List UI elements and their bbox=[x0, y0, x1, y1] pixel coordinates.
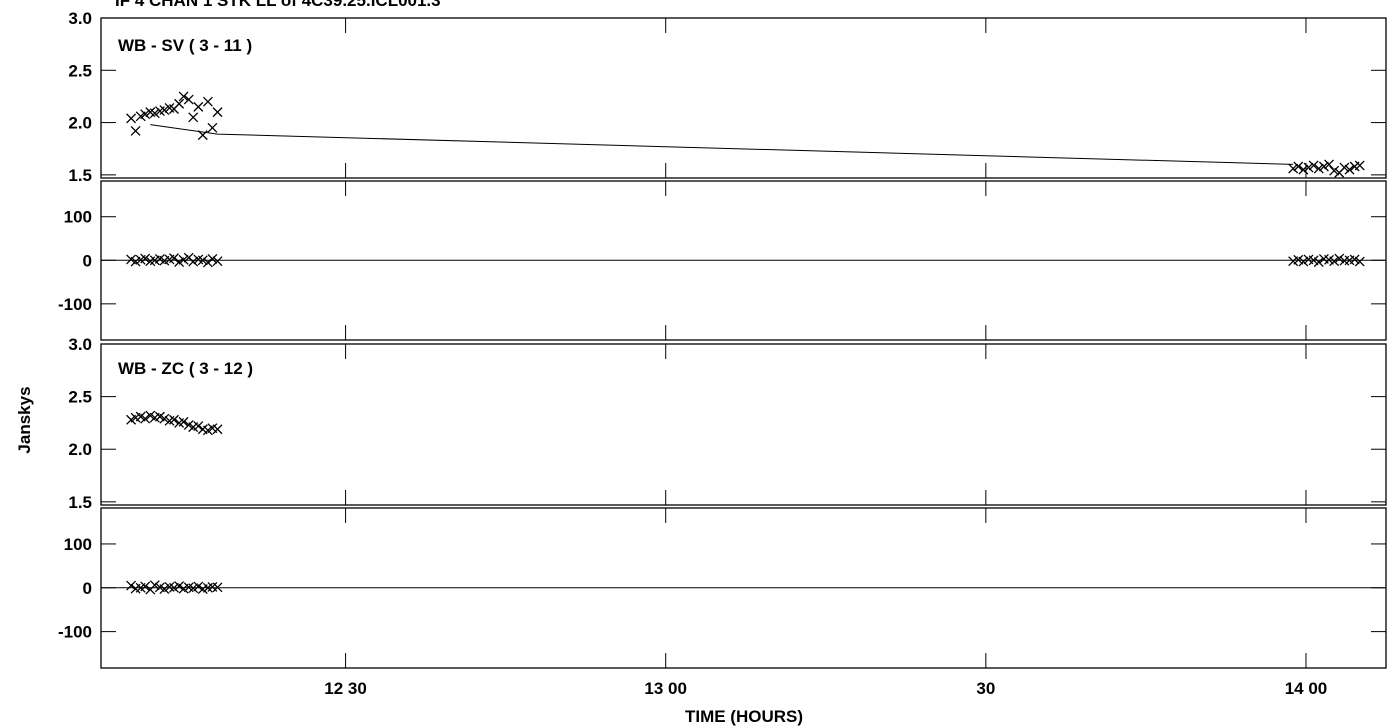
data-point bbox=[149, 108, 160, 119]
data-point bbox=[212, 424, 223, 435]
data-point bbox=[159, 105, 170, 115]
data-point bbox=[169, 414, 179, 425]
panel-label: WB - ZC ( 3 - 12 ) bbox=[118, 359, 253, 378]
data-point bbox=[140, 413, 151, 424]
trend-line bbox=[150, 124, 1294, 165]
data-point bbox=[1313, 163, 1324, 174]
chart-title: IF 4 CHAN 1 STK LL of 4C39.25.ICL001.3 bbox=[115, 0, 441, 10]
data-point bbox=[193, 421, 204, 432]
data-point bbox=[193, 101, 204, 112]
data-point bbox=[149, 580, 160, 591]
data-point bbox=[1339, 162, 1350, 173]
data-point bbox=[178, 254, 189, 265]
data-point bbox=[1344, 164, 1355, 175]
data-point bbox=[174, 98, 185, 109]
data-point bbox=[188, 256, 199, 267]
data-point bbox=[159, 413, 170, 424]
data-point bbox=[1313, 257, 1324, 267]
data-point bbox=[126, 113, 137, 124]
data-point bbox=[207, 122, 218, 133]
data-point bbox=[1288, 163, 1299, 174]
y-tick-label: 2.0 bbox=[68, 440, 92, 459]
data-point bbox=[183, 94, 194, 105]
y-tick-label: 3.0 bbox=[68, 335, 92, 354]
data-point bbox=[1293, 161, 1304, 172]
data-point bbox=[212, 107, 223, 118]
panel-frame bbox=[100, 343, 1387, 506]
y-tick-label: 0 bbox=[83, 579, 92, 598]
data-point bbox=[169, 253, 179, 264]
data-point bbox=[140, 109, 151, 120]
data-point bbox=[212, 582, 223, 593]
data-point bbox=[130, 125, 141, 136]
panel-label: WB - SV ( 3 - 11 ) bbox=[118, 36, 252, 55]
data-point bbox=[202, 96, 213, 107]
y-axis-label: Janskys bbox=[15, 386, 34, 453]
data-point bbox=[212, 256, 223, 267]
data-point bbox=[1334, 253, 1345, 264]
panel-frame bbox=[100, 17, 1387, 179]
data-point bbox=[126, 580, 137, 591]
data-point bbox=[159, 584, 170, 595]
data-point bbox=[193, 581, 204, 592]
y-tick-label: 3.0 bbox=[68, 9, 92, 28]
data-point bbox=[197, 255, 208, 266]
data-point bbox=[207, 254, 218, 264]
y-tick-label: -100 bbox=[58, 623, 92, 642]
data-point bbox=[140, 253, 151, 264]
data-point bbox=[1349, 254, 1360, 265]
y-tick-label: 1.5 bbox=[68, 493, 92, 512]
data-point bbox=[188, 112, 199, 123]
y-tick-label: 2.0 bbox=[68, 114, 92, 133]
data-point bbox=[1329, 165, 1340, 176]
data-point bbox=[178, 416, 189, 427]
x-tick-label: 12 30 bbox=[324, 679, 367, 698]
y-tick-label: 2.5 bbox=[68, 61, 92, 80]
data-point bbox=[1308, 160, 1319, 171]
data-point bbox=[202, 257, 213, 268]
data-point bbox=[1303, 162, 1314, 173]
x-tick-label: 30 bbox=[976, 679, 995, 698]
data-point bbox=[1354, 256, 1365, 267]
data-point bbox=[1324, 159, 1334, 170]
x-tick-label: 13 00 bbox=[644, 679, 687, 698]
data-point bbox=[174, 581, 185, 591]
data-point bbox=[1298, 164, 1309, 175]
data-point bbox=[178, 91, 189, 102]
y-tick-label: 1.5 bbox=[68, 166, 92, 185]
y-tick-label: 100 bbox=[64, 208, 92, 227]
data-point bbox=[140, 581, 151, 592]
data-point bbox=[1298, 256, 1309, 267]
x-tick-label: 14 00 bbox=[1285, 679, 1328, 698]
data-point bbox=[1354, 160, 1365, 171]
y-tick-label: -100 bbox=[58, 295, 92, 314]
x-axis-label: TIME (HOURS) bbox=[685, 707, 803, 726]
data-point bbox=[1329, 256, 1340, 267]
y-tick-label: 0 bbox=[83, 251, 92, 270]
data-point bbox=[1318, 161, 1329, 172]
y-tick-label: 100 bbox=[64, 535, 92, 554]
y-tick-label: 2.5 bbox=[68, 388, 92, 407]
